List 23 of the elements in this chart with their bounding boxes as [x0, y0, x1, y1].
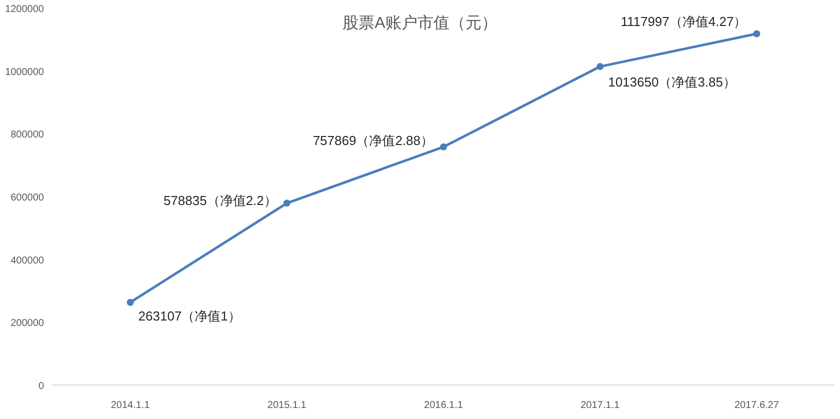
data-label: 263107（净值1）: [138, 308, 241, 324]
data-label: 1013650（净值3.85）: [608, 74, 736, 90]
y-tick-label: 400000: [10, 255, 44, 266]
point: [440, 143, 447, 150]
data-label: 578835（净值2.2）: [163, 193, 277, 208]
data-label: 757869（净值2.88）: [312, 132, 434, 148]
x-tick-label: 2015.1.1: [267, 400, 307, 411]
y-tick-label: 600000: [10, 192, 44, 204]
chart-title: 股票A账户市值（元）: [342, 14, 498, 32]
y-tick-label: 800000: [10, 130, 44, 141]
y-tick-label: 1000000: [5, 66, 44, 78]
y-tick-label: 0: [38, 381, 44, 392]
x-tick-label: 2014.1.1: [110, 400, 150, 411]
point: [753, 30, 760, 38]
x-tick-label: 2017.6.27: [734, 400, 780, 411]
point: [283, 200, 290, 207]
data-label: 1117997（净值4.27）: [620, 14, 747, 29]
point: [126, 298, 134, 306]
x-tick-label: 2016.1.1: [424, 400, 464, 411]
x-tick-label: 2017.1.1: [580, 400, 620, 411]
y-tick-label: 1200000: [5, 4, 44, 15]
point: [596, 63, 604, 70]
y-tick-label: 200000: [10, 318, 44, 330]
